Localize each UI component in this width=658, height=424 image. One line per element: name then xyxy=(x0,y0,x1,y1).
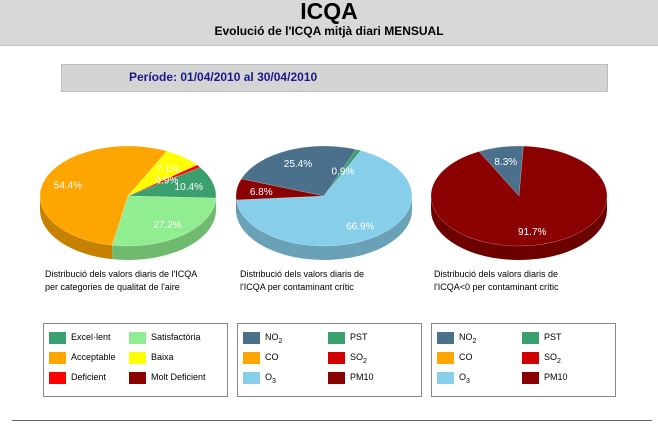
pie-data-label: 8.3% xyxy=(494,157,517,168)
legend-label: Acceptable xyxy=(71,352,116,362)
pie-slice xyxy=(240,145,357,197)
legend-label: O3 xyxy=(265,372,276,385)
legend-swatch xyxy=(49,332,66,344)
legend-swatch xyxy=(129,352,146,364)
chart-3-caption-line-2: l'ICQA<0 per contaminant crític xyxy=(434,282,559,292)
pie-slice xyxy=(235,178,325,201)
legend-label: PST xyxy=(350,332,368,342)
legend-label: Baixa xyxy=(151,352,174,362)
pie-slice-side xyxy=(431,196,607,260)
legend-label: CO xyxy=(265,352,279,362)
pie-slice xyxy=(127,164,201,197)
legend-swatch xyxy=(49,352,66,364)
period-bar: Període: 01/04/2010 al 30/04/2010 xyxy=(61,64,608,92)
pie-data-label: 54.4% xyxy=(54,181,82,192)
pie-slice xyxy=(323,149,362,197)
period-label: Període: 01/04/2010 al 30/04/2010 xyxy=(129,70,318,84)
pie-data-label: 7.1% xyxy=(156,164,179,175)
pie-data-label: 91.7% xyxy=(518,227,546,238)
header-bar: ICQA Evolució de l'ICQA mitjà diari MENS… xyxy=(0,0,658,46)
pie-data-label: 10.4% xyxy=(175,182,203,193)
legend-swatch xyxy=(328,372,345,384)
legend-swatch xyxy=(243,372,260,384)
pie-chart-3: 8.3% 91.7% xyxy=(430,145,608,260)
legend-label: NO2 xyxy=(459,332,477,345)
legend-pollutant: NO2 PST CO SO2 O3 PM10 xyxy=(237,323,422,397)
pie-slice-side xyxy=(236,196,412,261)
pie-slice xyxy=(235,150,413,247)
pie-slice xyxy=(127,150,198,197)
legend-label: Satisfactòria xyxy=(151,332,201,342)
chart-1-caption: Distribució dels valors diaris de l'ICQA… xyxy=(45,268,235,294)
legend-swatch xyxy=(49,372,66,384)
legend-quality: Excel·lent Satisfactòria Acceptable Baixa De… xyxy=(43,323,228,397)
legend-swatch xyxy=(437,332,454,344)
legend-label: O3 xyxy=(459,372,470,385)
legend-swatch xyxy=(522,352,539,364)
chart-2-caption: Distribució dels valors diaris de l'ICQA… xyxy=(240,268,430,294)
chart-3-caption: Distribució dels valors diaris de l'ICQA… xyxy=(434,268,624,294)
pie-chart-1: 10.4% 27.2% 54.4% 7.1%0.9% xyxy=(39,145,217,260)
page-title: ICQA xyxy=(300,0,358,24)
legend-label: CO xyxy=(459,352,473,362)
pie-slice xyxy=(39,145,168,246)
legend-label: Molt Deficient xyxy=(151,372,206,382)
legend-swatch xyxy=(437,352,454,364)
legend-swatch xyxy=(328,352,345,364)
pie-data-label: 6.8% xyxy=(250,187,273,198)
legend-label: SO2 xyxy=(350,352,367,365)
legend-label: SO2 xyxy=(544,352,561,365)
pie-data-label: 25.4% xyxy=(284,159,312,170)
pie-data-label: 66.9% xyxy=(346,222,374,233)
legend-swatch xyxy=(129,332,146,344)
page-subtitle: Evolució de l'ICQA mitjà diari MENSUAL xyxy=(214,24,444,38)
legend-swatch xyxy=(243,332,260,344)
pie-chart-2: 25.4% 0.9% 66.9% 6.8% xyxy=(235,145,413,261)
pie-slice xyxy=(430,145,608,247)
legend-label: NO2 xyxy=(265,332,283,345)
pie-data-label: 0.9% xyxy=(155,176,178,187)
legend-swatch xyxy=(522,372,539,384)
chart-3-caption-line-1: Distribució dels valors diaris de xyxy=(434,269,559,279)
pie-slice-side xyxy=(112,198,216,260)
legend-swatch xyxy=(522,332,539,344)
pie-slice-side xyxy=(40,196,113,260)
legend-swatch xyxy=(437,372,454,384)
footer-divider xyxy=(12,420,652,421)
pie-slice xyxy=(127,167,217,199)
chart-2-caption-line-2: l'ICQA per contaminant crític xyxy=(240,282,354,292)
legend-swatch xyxy=(328,332,345,344)
legend-label: Excel·lent xyxy=(71,332,111,342)
chart-2-caption-line-1: Distribució dels valors diaris de xyxy=(240,269,365,279)
pie-data-label: 27.2% xyxy=(153,220,181,231)
chart-1-caption-line-1: Distribució dels valors diaris de l'ICQA xyxy=(45,269,198,279)
legend-swatch xyxy=(243,352,260,364)
legend-label: PM10 xyxy=(544,372,568,382)
chart-1-caption-line-2: per categories de qualitat de l'aire xyxy=(45,282,180,292)
pie-slice xyxy=(111,195,217,247)
legend-label: PM10 xyxy=(350,372,374,382)
legend-swatch xyxy=(129,372,146,384)
legend-pollutant-negative: NO2 PST CO SO2 O3 PM10 xyxy=(431,323,616,397)
legend-label: Deficient xyxy=(71,372,107,382)
legend-label: PST xyxy=(544,332,562,342)
pie-data-label: 0.9% xyxy=(332,167,355,178)
pie-slice xyxy=(478,145,524,197)
